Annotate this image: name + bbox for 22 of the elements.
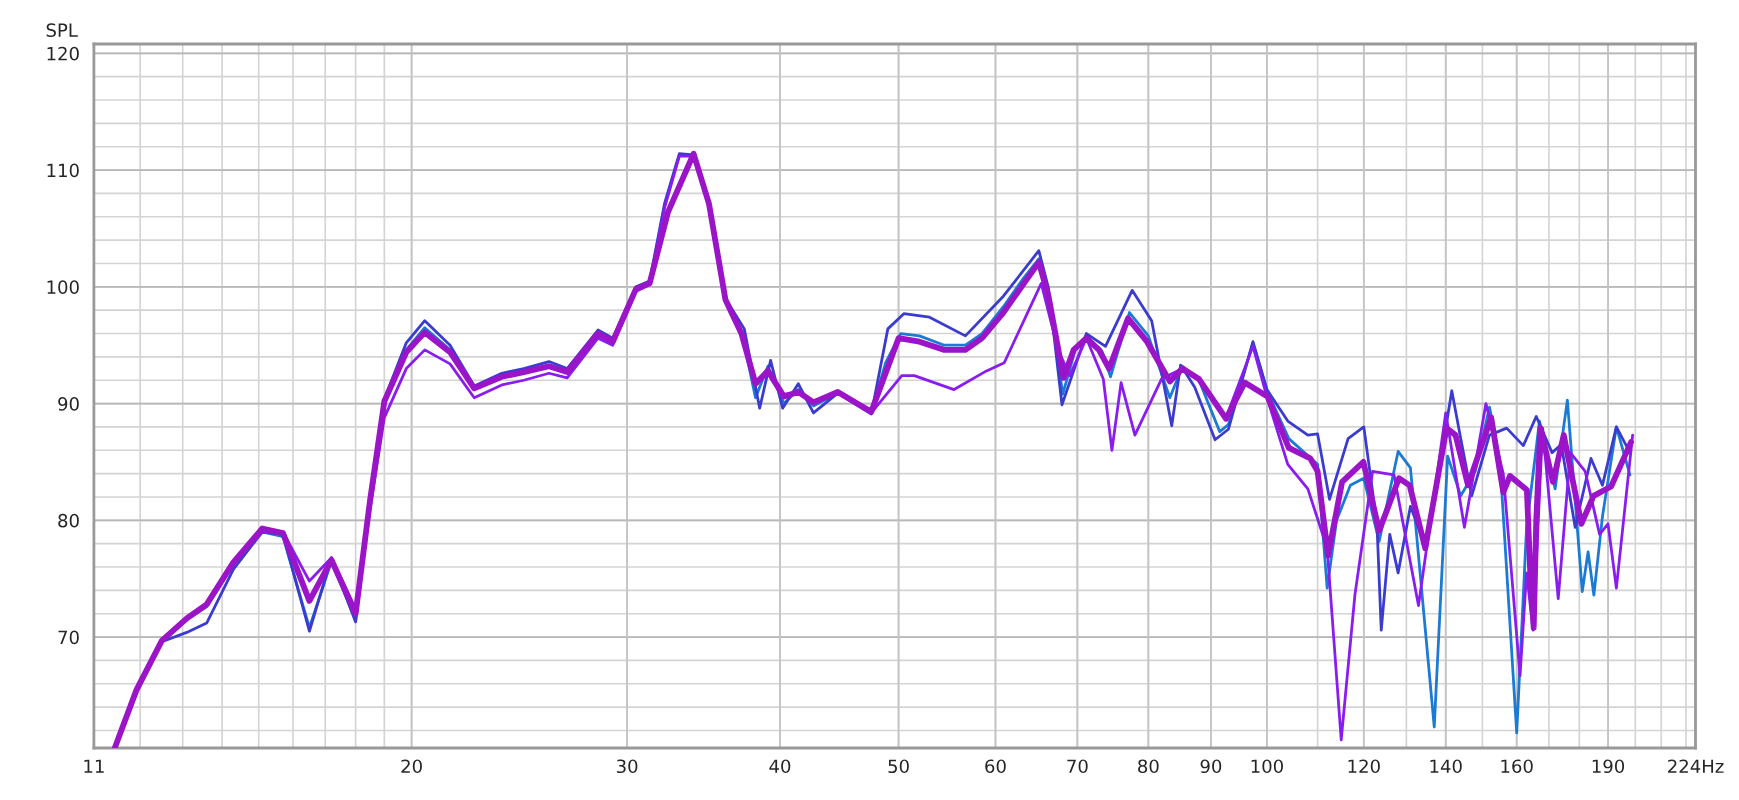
x-tick-label: 90 xyxy=(1200,759,1222,774)
x-tick-label: 11 xyxy=(84,759,104,773)
x-tick-label: 120 xyxy=(1348,759,1380,774)
y-tick-label: 70 xyxy=(58,630,79,645)
x-tick-label: 100 xyxy=(1251,759,1283,774)
y-tick-label: 100 xyxy=(47,280,79,294)
y-tick-label: 110 xyxy=(47,163,79,178)
y-tick-label: 90 xyxy=(58,397,79,411)
x-tick-label: 70 xyxy=(1067,759,1088,774)
y-tick-label: 80 xyxy=(58,513,79,528)
x-tick-label: 224Hz xyxy=(1668,759,1724,773)
x-tick-label: 50 xyxy=(888,759,909,774)
x-tick-label: 160 xyxy=(1501,759,1533,774)
y-tick-label: 120 xyxy=(47,46,79,61)
y-axis-title: SPL xyxy=(46,23,78,37)
x-tick-label: 140 xyxy=(1430,759,1462,774)
x-tick-label: 30 xyxy=(616,759,638,774)
x-tick-label: 60 xyxy=(985,759,1006,774)
x-tick-label: 80 xyxy=(1138,759,1159,774)
x-tick-label: 190 xyxy=(1592,759,1625,774)
x-tick-label: 40 xyxy=(769,759,791,774)
x-tick-label: 20 xyxy=(401,759,422,774)
